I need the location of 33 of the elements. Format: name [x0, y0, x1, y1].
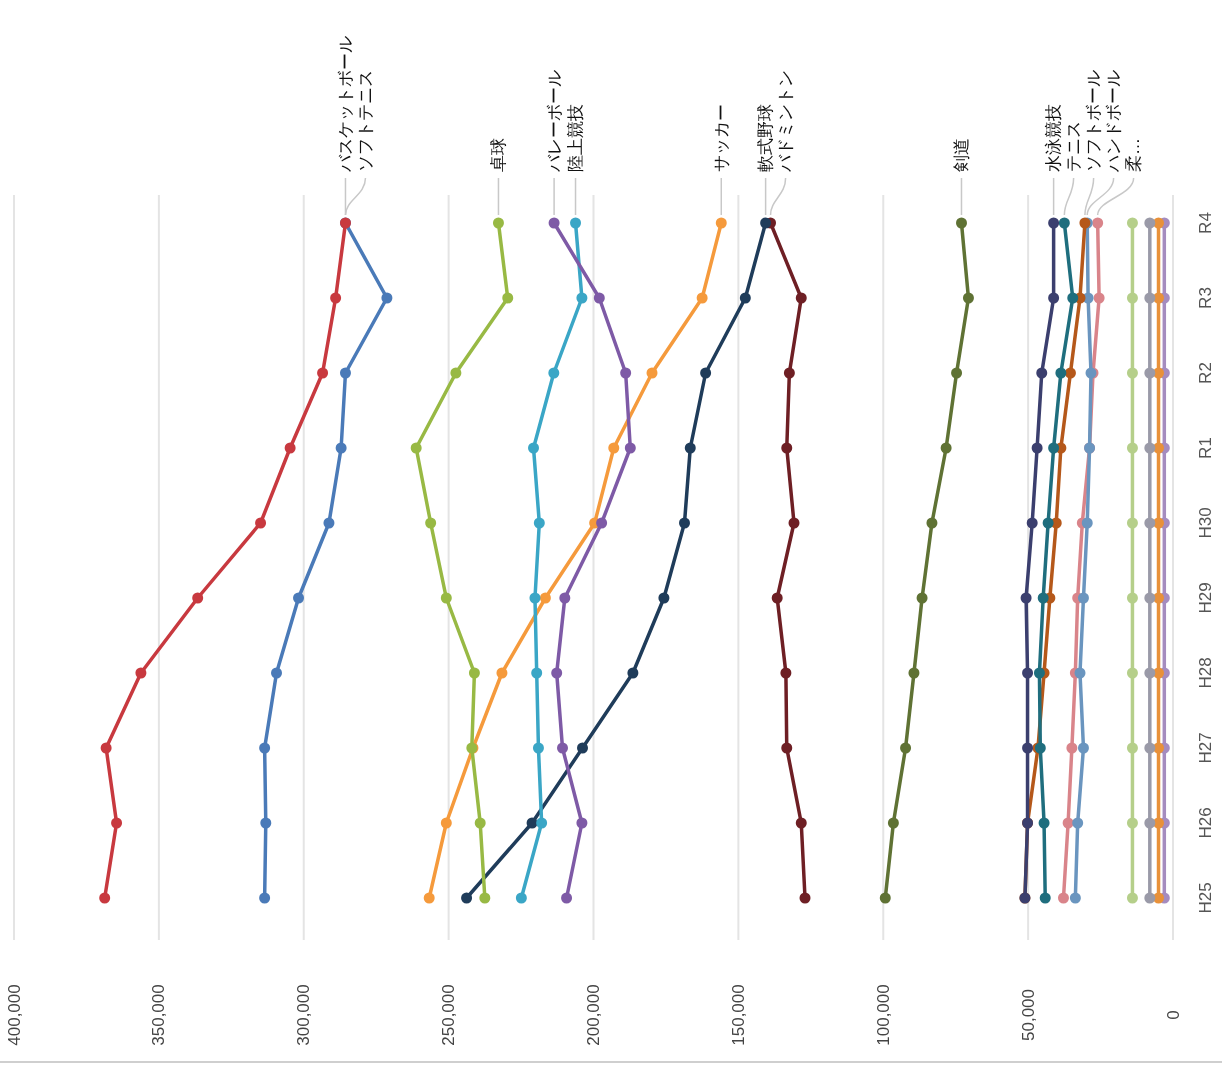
- x-tick-label: 250,000: [439, 984, 459, 1046]
- x-tick-label: 100,000: [873, 984, 893, 1046]
- x-tick-label: 350,000: [149, 984, 169, 1046]
- x-tick-label: 200,000: [584, 984, 603, 1046]
- y-tick-label: H30: [1195, 507, 1215, 539]
- x-tick-label: 150,000: [728, 984, 748, 1046]
- x-tick-label: 300,000: [294, 984, 314, 1046]
- text: ソフトボール: [1084, 70, 1104, 172]
- x-tick-label: 0: [1163, 1010, 1183, 1020]
- y-tick-label: H27: [1195, 732, 1215, 764]
- y-tick-label: H29: [1195, 582, 1215, 614]
- text: バスケットボール: [335, 36, 355, 173]
- text: バドミントン: [776, 70, 796, 173]
- text: バレーボール: [544, 70, 564, 173]
- y-tick-label: H25: [1195, 882, 1215, 914]
- text: ハンドボール: [1104, 70, 1124, 173]
- text: テニス: [1064, 121, 1084, 172]
- y-tick-label: R4: [1195, 212, 1215, 234]
- text: 剣道: [951, 138, 971, 172]
- text: 柔…: [1124, 138, 1144, 172]
- text: サッカー: [711, 104, 731, 172]
- y-tick-label: H26: [1195, 807, 1215, 839]
- y-tick-label: R1: [1195, 437, 1215, 459]
- x-tick-label: 50,000: [1018, 989, 1038, 1041]
- text: 陸上競技: [566, 104, 586, 172]
- text: 卓球: [488, 138, 508, 172]
- text: ソフトテニス: [355, 70, 375, 172]
- y-tick-label: R3: [1195, 287, 1215, 309]
- text: 軟式野球: [756, 104, 776, 172]
- x-tick-label: 400,000: [4, 984, 24, 1046]
- text: 水泳競技: [1044, 104, 1064, 172]
- y-tick-label: R2: [1195, 362, 1215, 384]
- y-tick-label: H28: [1195, 657, 1215, 689]
